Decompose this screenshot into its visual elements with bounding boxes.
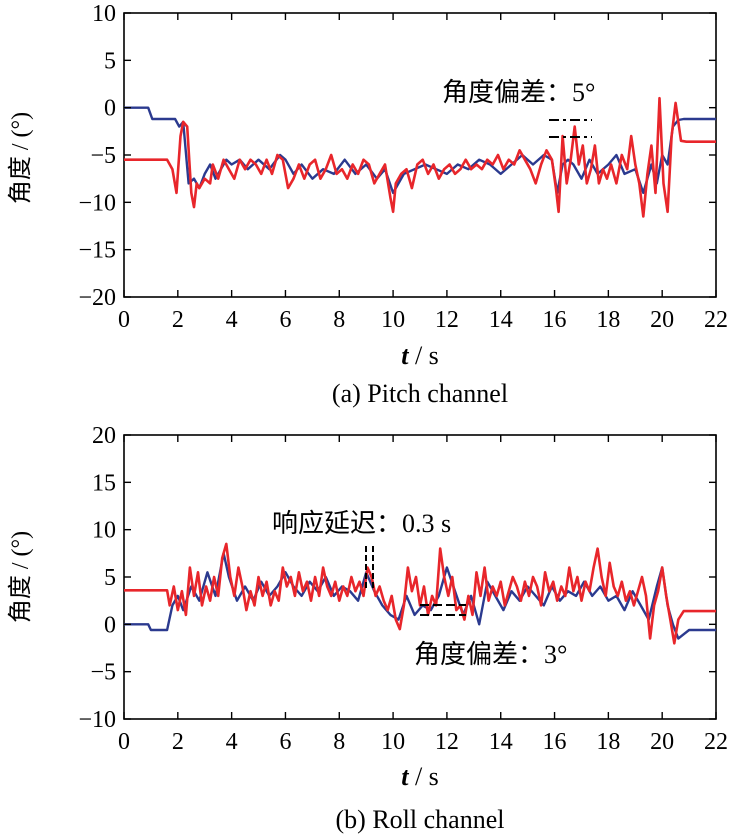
pitch-y-tick-label: 5 xyxy=(104,48,116,74)
roll-y-tick-label: 0 xyxy=(104,612,116,638)
pitch-axis-ticks: 0 2 4 6 8 10 12 14 16 18 20 22 10 5 0 −5 −10 −15 −20 xyxy=(78,1,728,333)
roll-delay-annotation: 响应延迟：0.3 s xyxy=(272,509,451,538)
pitch-deviation-annotation: 角度偏差：5° xyxy=(442,78,595,107)
roll-x-tick-label: 10 xyxy=(381,729,405,755)
pitch-y-axis-label: 角度 / (°) xyxy=(7,112,34,204)
roll-x-tick-label: 22 xyxy=(704,729,728,755)
pitch-x-tick-label: 8 xyxy=(333,307,345,333)
pitch-x-tick-label: 20 xyxy=(650,307,674,333)
pitch-x-tick-label: 10 xyxy=(381,307,405,333)
roll-y-axis-label: 角度 / (°) xyxy=(7,531,34,623)
roll-x-tick-label: 4 xyxy=(226,729,238,755)
roll-y-tick-label: −10 xyxy=(78,707,116,733)
pitch-plot-area xyxy=(123,12,717,298)
pitch-series-blue xyxy=(124,106,716,195)
pitch-x-tick-label: 0 xyxy=(118,307,130,333)
pitch-plot-frame xyxy=(123,12,717,298)
roll-x-axis-label: t / s xyxy=(401,762,439,791)
roll-y-tick-label: −5 xyxy=(90,660,116,686)
pitch-y-tick-label: 10 xyxy=(92,1,116,27)
roll-deviation-marker xyxy=(420,604,466,616)
roll-x-tick-label: 12 xyxy=(435,729,459,755)
roll-y-tick-label: 20 xyxy=(92,423,116,449)
pitch-y-tick-label: −20 xyxy=(78,285,116,311)
panel-roll-channel: 0 2 4 6 8 10 12 14 16 18 20 22 20 15 10 5 0 −5 −10 角度 / (°… xyxy=(7,423,728,834)
pitch-x-tick-label: 22 xyxy=(704,307,728,333)
pitch-y-tick-label: −15 xyxy=(78,238,116,264)
roll-x-tick-label: 16 xyxy=(543,729,567,755)
roll-y-tick-label: 15 xyxy=(92,470,116,496)
roll-x-tick-label: 20 xyxy=(650,729,674,755)
pitch-caption: (a) Pitch channel xyxy=(332,379,508,408)
pitch-x-tick-label: 14 xyxy=(489,307,513,333)
roll-x-tick-label: 6 xyxy=(279,729,291,755)
pitch-y-tick-label: 0 xyxy=(104,96,116,122)
pitch-deviation-marker xyxy=(549,119,592,138)
pitch-y-tick-label: −10 xyxy=(78,190,116,216)
roll-x-tick-label: 18 xyxy=(596,729,620,755)
roll-y-tick-label: 10 xyxy=(92,518,116,544)
roll-x-tick-label: 2 xyxy=(172,729,184,755)
roll-x-tick-label: 8 xyxy=(333,729,345,755)
roll-series-lines xyxy=(124,542,716,645)
roll-deviation-annotation: 角度偏差：3° xyxy=(414,640,567,669)
pitch-x-tick-label: 4 xyxy=(226,307,238,333)
pitch-y-tick-label: −5 xyxy=(90,143,116,169)
roll-axis-ticks: 0 2 4 6 8 10 12 14 16 18 20 22 20 15 10 5 0 −5 −10 xyxy=(78,423,728,755)
roll-delay-marker xyxy=(365,546,374,590)
roll-x-tick-label: 14 xyxy=(489,729,513,755)
pitch-x-tick-label: 6 xyxy=(279,307,291,333)
pitch-series-lines xyxy=(124,96,716,218)
panel-pitch-channel: 0 2 4 6 8 10 12 14 16 18 20 22 10 5 0 −5 −10 −15 −20 角度 / … xyxy=(7,1,728,408)
pitch-x-tick-label: 2 xyxy=(172,307,184,333)
roll-caption: (b) Roll channel xyxy=(336,805,505,834)
pitch-x-tick-label: 18 xyxy=(596,307,620,333)
roll-x-tick-label: 0 xyxy=(118,729,130,755)
roll-series-red xyxy=(124,542,716,645)
roll-y-tick-label: 5 xyxy=(104,565,116,591)
pitch-x-axis-label: t / s xyxy=(401,341,439,370)
pitch-x-tick-label: 16 xyxy=(543,307,567,333)
pitch-x-tick-label: 12 xyxy=(435,307,459,333)
pitch-series-red xyxy=(124,96,716,218)
